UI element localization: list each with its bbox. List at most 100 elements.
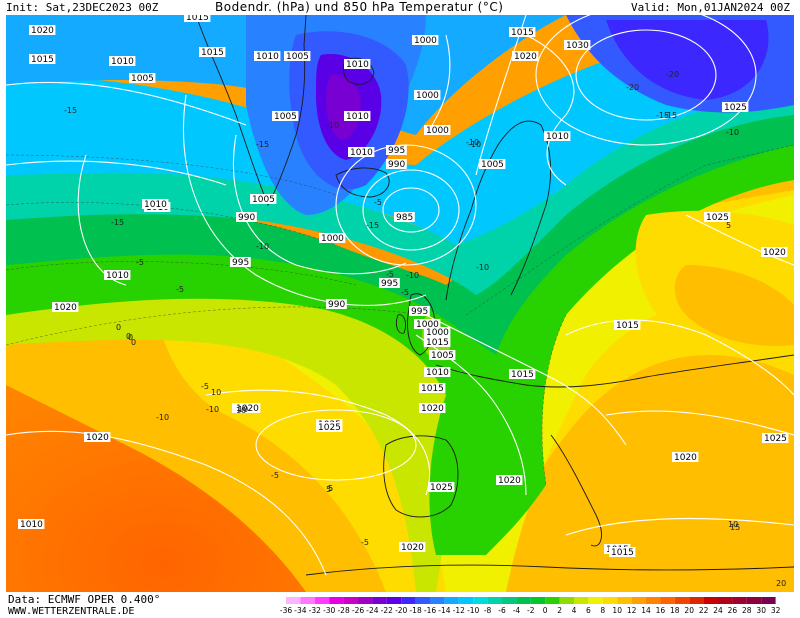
colorbar-tick-label: 0 [543,606,548,615]
isobar-high-ring [535,15,757,146]
pressure-label: 1010 [104,270,131,281]
map-header: Init: Sat,23DEC2023 00Z Bodendr. (hPa) u… [0,0,800,15]
temp-band-lime [6,261,476,592]
temperature-label: 5 [328,484,333,493]
temperature-label: -15 [256,140,269,149]
temperature-label: -20 [626,83,639,92]
coastlines [195,15,794,576]
colorbar-tick-label: -16 [424,606,436,615]
temperature-label: 20 [776,579,786,588]
isobar-line [425,314,627,446]
pressure-label: 1010 [344,111,371,122]
temperature-label: 15 [730,523,740,532]
temperature-label: 10 [238,405,248,414]
pressure-label: 1025 [704,212,731,223]
colorbar-tick-label: -22 [381,606,393,615]
pressure-label: 1015 [509,369,536,380]
isobar-low-ring [382,187,440,233]
isobar-line [565,517,794,536]
map-footer: Data: ECMWF OPER 0.400° WWW.WETTERZENTRA… [0,592,800,618]
isotherm-line [465,144,794,316]
pressure-label: 995 [379,278,400,289]
pressure-label-text: 1005 [286,52,309,62]
temperature-label: -5 [176,285,184,294]
colorbar-tick-label: 12 [627,606,637,615]
pressure-label-text: 1020 [421,404,444,414]
isobar-line [565,319,794,396]
isobar-high-ring [575,29,717,121]
colorbar-tick-label: -8 [484,606,492,615]
pressure-label-text: 1020 [763,248,786,258]
pressure-label-text: 1025 [706,213,729,223]
pressure-label: 1015 [419,383,446,394]
colorbar-swatch [300,597,315,604]
pressure-label: 1020 [672,452,699,463]
pressure-label: 1015 [29,54,56,65]
colorbar-swatch [516,597,531,604]
pressure-label: 1000 [414,319,441,330]
pressure-label: 1015 [609,547,636,558]
isotherm-line [6,202,337,246]
temperature-label: 0 [116,323,121,332]
temp-core-purple [326,74,361,140]
colorbar-swatch [732,597,747,604]
colorbar-tick-label: 26 [728,606,738,615]
pressure-label-text: 985 [396,213,413,223]
pressure-label: 1010 [109,56,136,67]
colorbar-swatch [401,597,416,604]
temperature-label: 0 [128,333,133,342]
pressure-label-text: 1000 [426,126,449,136]
colorbar-tick-label: -32 [309,606,321,615]
colorbar-swatch [329,597,344,604]
temperature-label: -5 [201,382,209,391]
colorbar-swatch [530,597,546,604]
pressure-label-text: 1010 [346,112,369,122]
pressure-label-text: 1005 [252,195,275,205]
colorbar-swatch [689,597,704,604]
isotherms [6,144,794,486]
colorbar-tick-label: 28 [742,606,752,615]
temperature-labels: -15 -20 -15 -10 -5 -10 -15 -10 -5 -5 -10 0 -5 -5 -10 -1… [64,70,786,588]
pressure-label-text: 1020 [236,404,259,414]
pressure-label-text: 1015 [186,15,209,23]
pressure-label-text: 1000 [321,234,344,244]
pressure-label-text: 1025 [318,423,341,433]
colorbar-tick-label: -28 [337,606,349,615]
pressure-label-text: 1015 [511,370,534,380]
colorbar-tick-label: 8 [600,606,605,615]
temperature-label: 5 [726,221,731,230]
colorbar-swatch [458,597,474,604]
colorbar-tick-label: -30 [323,606,335,615]
colorbar-tick-label: 10 [612,606,622,615]
isobar-low-ring [362,169,460,251]
pressure-label: 1020 [29,25,56,36]
temp-band-navy-ne [606,20,769,100]
north-africa-coast [305,564,794,576]
pressure-label-text: 1010 [144,200,167,210]
temp-band-aqua [6,35,794,245]
pressure-label-text: 1015 [616,321,639,331]
data-source-label: Data: ECMWF OPER 0.400° [8,593,161,606]
isobar-line [6,160,227,186]
colorbar-swatch [588,597,603,604]
colorbar-swatch [718,597,733,604]
temperature-label: -5 [401,288,409,297]
pressure-label-text: 1020 [498,476,521,486]
pressure-label-text: 1025 [724,103,747,113]
pressure-label-text: 1005 [131,74,154,84]
colorbar-swatch [761,597,776,604]
pressure-label: 1025 [762,433,789,444]
continent-coast [435,354,794,388]
pressure-label-text: 1000 [416,91,439,101]
temperature-label: -10 [206,405,219,414]
colorbar-tick-label: 32 [771,606,781,615]
colorbar-tick-label: 4 [572,606,577,615]
temperature-label: -5 [271,471,279,480]
italy-coast [550,434,602,547]
pressure-label: 1020 [419,403,446,414]
colorbar-swatch [286,597,301,604]
colorbar-tick-label: 18 [670,606,680,615]
pressure-label-text: 1010 [426,368,449,378]
